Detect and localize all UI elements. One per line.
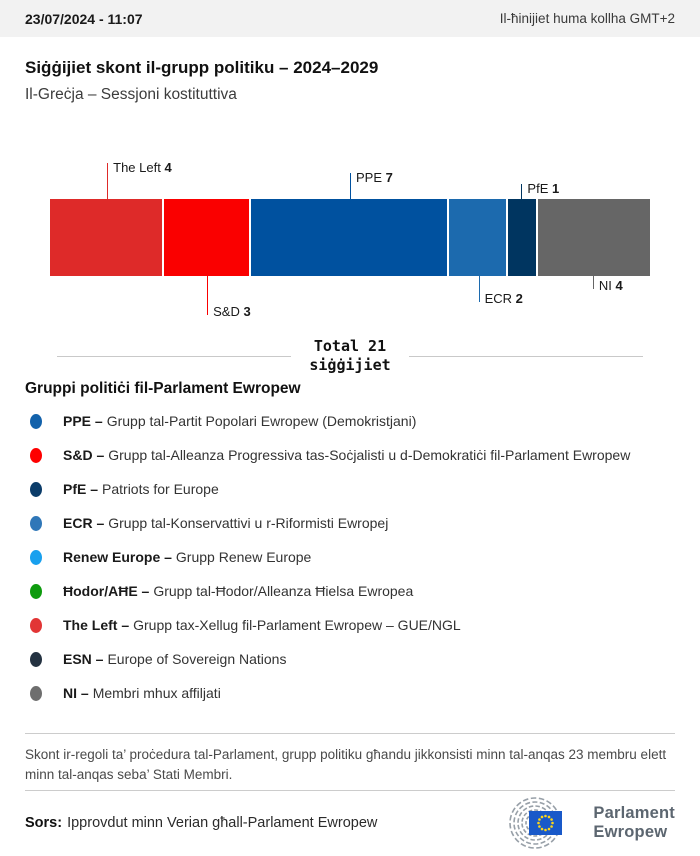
source-label: Sors:	[25, 815, 63, 831]
callout-ppe: PPE 7	[350, 170, 393, 199]
legend-dot-ppe	[30, 413, 42, 429]
legend-item-esn: ESN – Europe of Sovereign Nations	[25, 642, 675, 676]
legend-label: NI – Membri mhux affiljati	[63, 685, 221, 701]
legend-item-renew-europe: Renew Europe – Grupp Renew Europe	[25, 540, 675, 574]
callout-ni: NI 4	[592, 276, 623, 293]
logo-text: Parlament Ewropew	[593, 804, 675, 842]
legend-label: Renew Europe – Grupp Renew Europe	[63, 549, 312, 565]
callout-ecr: ECR 2	[478, 276, 523, 306]
bar-segment-pfe	[507, 199, 536, 276]
legend-item-ni: NI – Membri mhux affiljati	[25, 676, 675, 710]
legend-list: PPE – Grupp tal-Partit Popolari Ewropew (…	[25, 404, 675, 710]
callout-label-s-d: S&D 3	[213, 304, 251, 319]
legend-label: PPE – Grupp tal-Partit Popolari Ewropew (…	[63, 413, 417, 429]
legend-label: Ħodor/AĦE – Grupp tal-Ħodor/Alleanza Ħiel…	[63, 583, 414, 599]
stacked-seat-bar	[50, 199, 650, 276]
legend-item-odor-a-e: Ħodor/AĦE – Grupp tal-Ħodor/Alleanza Ħiel…	[25, 574, 675, 608]
legend-dot-s-d	[30, 447, 42, 463]
legend-dot-pfe	[30, 481, 42, 497]
source-text: Sors: Ipprovdut minn Verian għall-Parlame…	[25, 815, 377, 831]
legend-label: PfE – Patriots for Europe	[63, 481, 219, 497]
divider-top	[25, 733, 675, 734]
callout-pfe: PfE 1	[521, 181, 559, 199]
european-parliament-logo: Parlament Ewropew	[485, 794, 675, 852]
logo-line-1: Parlament	[593, 804, 675, 822]
legend-dot-the-left	[30, 617, 42, 633]
callout-label-ppe: PPE 7	[356, 170, 393, 185]
legend-label: S&D – Grupp tal-Alleanza Progressiva tas-…	[63, 447, 631, 463]
logo-line-2: Ewropew	[593, 823, 668, 841]
eu-flag-icon	[529, 811, 563, 835]
legend-dot-esn	[30, 651, 42, 667]
legend-dot-ni	[30, 685, 42, 701]
total-seats-label: Total 21 siġġijiet	[291, 337, 408, 375]
bar-segment-ni	[537, 199, 650, 276]
divider-bottom	[25, 790, 675, 791]
legend-item-ecr: ECR – Grupp tal-Konservattivi u r-Riformi…	[25, 506, 675, 540]
legend-label: ECR – Grupp tal-Konservattivi u r-Riformi…	[63, 515, 389, 531]
callout-label-ecr: ECR 2	[484, 291, 523, 306]
bar-segment-ppe	[250, 199, 448, 276]
eu-flag-stars	[537, 814, 555, 832]
timezone-note: Il-ħinijiet huma kollha GMT+2	[499, 11, 675, 26]
page-subtitle: Il-Greċja – Sessjoni kostituttiva	[25, 86, 237, 103]
callout-label-ni: NI 4	[598, 278, 623, 293]
bar-segment-ecr	[449, 199, 506, 276]
legend-item-pfe: PfE – Patriots for Europe	[25, 472, 675, 506]
left-rule	[57, 355, 292, 357]
legend-dot-renew-europe	[30, 549, 42, 565]
legend-heading: Gruppi politiċi fil-Parlament Ewropew	[25, 380, 301, 397]
legend-item-the-left: The Left – Grupp tax-Xellug fil-Parlament…	[25, 608, 675, 642]
callout-label-the-left: The Left 4	[113, 160, 172, 175]
ep-hemicycle-icon	[509, 797, 563, 849]
callout-the-left: The Left 4	[107, 160, 172, 199]
source-row: Sors: Ipprovdut minn Verian għall-Parlame…	[25, 791, 675, 855]
footnote: Skont ir-regoli ta’ proċedura tal-Parlam…	[25, 747, 667, 782]
bar-segment-the-left	[50, 199, 163, 276]
callout-s-d: S&D 3	[207, 276, 251, 319]
callout-label-pfe: PfE 1	[527, 181, 560, 196]
total-line-1: Total 21	[313, 337, 387, 355]
legend-dot-odor-a-e	[30, 583, 42, 599]
datetime-label: 23/07/2024 - 11:07	[25, 10, 143, 27]
bar-segment-s-d	[164, 199, 249, 276]
total-seats-section: Total 21 siġġijiet	[57, 337, 643, 375]
page-title: Siġġijiet skont il-grupp politiku – 2024…	[25, 58, 379, 77]
total-line-2: siġġijiet	[309, 356, 391, 374]
legend-item-s-d: S&D – Grupp tal-Alleanza Progressiva tas-…	[25, 438, 675, 472]
source-value: Ipprovdut minn Verian għall-Parlament Ew…	[67, 815, 378, 831]
top-bar: 23/07/2024 - 11:07 Il-ħinijiet huma koll…	[0, 0, 700, 37]
legend-item-ppe: PPE – Grupp tal-Partit Popolari Ewropew (…	[25, 404, 675, 438]
legend-label: ESN – Europe of Sovereign Nations	[63, 651, 287, 667]
legend-label: The Left – Grupp tax-Xellug fil-Parlament…	[63, 617, 461, 633]
seat-distribution-chart: The Left 4 S&D 3 PPE 7 ECR 2 PfE 1 NI 4	[50, 155, 650, 320]
legend-dot-ecr	[30, 515, 42, 531]
right-rule	[408, 355, 643, 357]
